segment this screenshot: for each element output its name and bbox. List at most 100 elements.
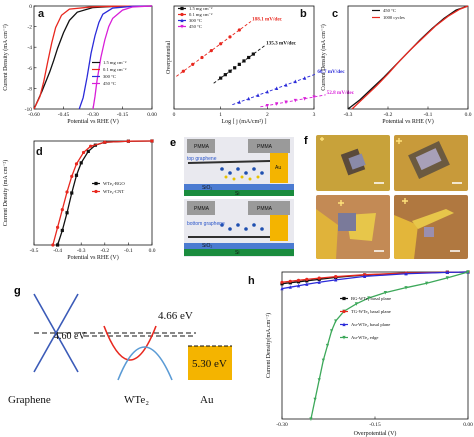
x-tick-label: -0.5 — [30, 248, 39, 254]
legend-entry: Au-WTe₂ basal plane — [351, 322, 390, 327]
data-point — [219, 76, 223, 80]
band-diagram-g: g 4.60 eV 4.66 eV 5.30 eV Graphene WTe₂ … — [8, 285, 232, 406]
legend-entry: TG-WTe₂ basal plane — [351, 309, 391, 314]
panel-label-d: d — [36, 146, 43, 158]
data-point — [296, 283, 301, 288]
legend-entry: 300 °C — [103, 74, 116, 79]
legend-marker — [180, 6, 184, 11]
data-point — [126, 139, 130, 143]
x-tick-label: -0.3 — [344, 112, 353, 118]
si-label-bottom: Si — [235, 250, 239, 256]
legend-entry: WTe₂-RGO — [103, 181, 125, 186]
graphene-energy: 4.60 eV — [54, 331, 86, 342]
series-1 — [51, 139, 154, 247]
plot-frame-c — [347, 5, 469, 110]
legend-marker — [342, 322, 346, 327]
wte2-label: WTe₂ — [124, 394, 149, 406]
data-point — [305, 282, 309, 286]
legend-entry: 450 °C — [383, 8, 396, 13]
legend-entry: 450 °C — [103, 81, 116, 86]
slope-label: 60.7 mV/dec — [317, 69, 345, 75]
data-point — [325, 343, 330, 348]
pmma-block-left — [187, 139, 215, 153]
panel-c: -0.3 -0.2 -0.1 0.0 Potential vs RHE (V) Curre… — [318, 0, 474, 125]
top-graphene-label: top graphene — [187, 156, 217, 162]
slope-label: 135.3 mV/dec — [266, 40, 297, 46]
series-1 — [33, 5, 153, 110]
plot-frame-b — [173, 5, 315, 110]
au-energy: 5.30 eV — [192, 358, 227, 370]
wte2-conduction-band — [103, 325, 157, 361]
panel-label-h: h — [248, 275, 255, 287]
series-3 — [309, 270, 470, 421]
wte2-energy: 4.66 eV — [158, 310, 193, 322]
series-line — [351, 5, 469, 110]
data-point — [86, 149, 90, 153]
sio2-label-top: SiO₂ — [202, 185, 212, 191]
series-line — [310, 271, 469, 420]
x-tick-label: -0.2 — [100, 248, 109, 254]
si-layer — [184, 190, 294, 196]
data-point — [280, 286, 284, 291]
data-point — [56, 243, 60, 247]
x-tick-label: -0.30 — [276, 422, 288, 428]
fit-line — [260, 94, 326, 108]
data-point — [103, 140, 107, 144]
data-point — [150, 139, 154, 143]
y-tick-label: 0 — [29, 4, 32, 10]
pmma-label-top-right: PMMA — [257, 144, 273, 150]
legend-marker — [180, 24, 184, 29]
data-point — [445, 276, 449, 280]
legend-marker — [342, 296, 346, 301]
data-point — [445, 270, 449, 274]
data-point — [251, 52, 255, 56]
plot-frame-d — [33, 140, 153, 246]
x-tick-label: -0.1 — [424, 112, 433, 118]
au-electrode — [270, 153, 288, 183]
legend-entry: 0.1 mg cm⁻² — [103, 67, 127, 72]
data-point — [65, 190, 69, 194]
data-point — [330, 329, 334, 333]
panel-b: 0 1 2 3 Log [ j (mA/cm²) ] Overpotential b 1.5 … — [160, 0, 355, 125]
data-point — [65, 211, 69, 215]
data-point — [60, 228, 64, 233]
si-label-top: Si — [235, 191, 239, 197]
legend-entry: WTe₂-CNT — [103, 189, 124, 194]
pmma-label-bottom-left: PMMA — [194, 206, 210, 212]
series-line — [33, 5, 153, 110]
data-point — [60, 208, 64, 212]
legend-entry: Au-WTe₂ edge — [351, 335, 378, 340]
x-tick-label: -0.3 — [77, 248, 86, 254]
x-axis-label: Log [ j (mA/cm²) ] — [221, 118, 266, 125]
legend-marker — [94, 181, 98, 186]
data-point — [367, 296, 371, 300]
x-tick-label: 3 — [313, 112, 316, 118]
legend-marker — [342, 309, 346, 314]
chart-a: -0.60 -0.45 -0.30 -0.15 0.00 -10 -8 -6 -4 -2 0 Pote… — [2, 4, 157, 125]
legend-entry: 1.5 mg cm⁻² — [189, 6, 213, 11]
series-0 — [33, 5, 153, 110]
series-line — [78, 5, 153, 110]
y-tick-label: -2 — [27, 25, 32, 31]
x-tick-label: -0.1 — [124, 248, 133, 254]
fit-line — [213, 45, 266, 84]
data-point — [317, 280, 321, 284]
x-tick-label: -0.15 — [117, 112, 129, 118]
data-point — [89, 144, 93, 148]
x-axis-label: Overpotential (V) — [354, 430, 397, 437]
data-point — [70, 174, 74, 178]
x-tick-label: -0.45 — [58, 112, 70, 118]
series-1 — [351, 5, 469, 110]
data-point — [309, 417, 313, 421]
data-point — [70, 191, 74, 195]
chart-b: 0 1 2 3 Log [ j (mA/cm²) ] Overpotential b 1.5 … — [166, 5, 355, 125]
y-tick-label: -8 — [27, 86, 32, 92]
panel-label-e: e — [170, 137, 176, 149]
data-point — [288, 285, 292, 289]
data-point — [404, 286, 408, 290]
data-point — [404, 271, 408, 276]
y-axis-label: Current Density (mA cm⁻²) — [320, 24, 327, 90]
data-point — [354, 302, 358, 306]
